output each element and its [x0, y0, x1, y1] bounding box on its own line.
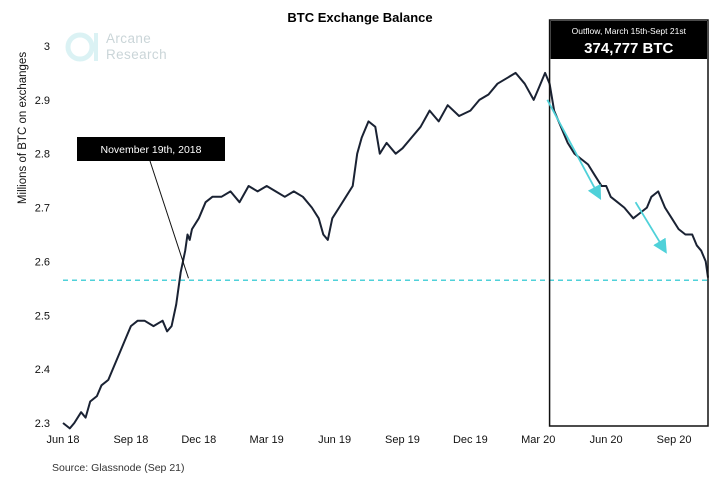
x-tick-label: Mar 19 [250, 434, 284, 446]
x-tick-label: Mar 20 [521, 434, 555, 446]
logo-line-2: Research [106, 47, 167, 62]
outflow-period-box [548, 19, 709, 427]
trend-arrow [634, 201, 667, 254]
outflow-label-box [550, 21, 707, 59]
outflow-value: 374,777 BTC [584, 40, 673, 57]
x-tick-label: Sep 19 [385, 434, 420, 446]
callout-leader-line [149, 160, 189, 279]
y-tick-label: 2.9 [35, 95, 50, 107]
y-tick-label: 2.7 [35, 203, 50, 215]
y-tick-label: 2.5 [35, 310, 50, 322]
x-tick-label: Jun 19 [318, 434, 351, 446]
chart-title: BTC Exchange Balance [287, 10, 432, 25]
y-tick-label: 2.6 [35, 256, 50, 268]
arcane-research-logo: Arcane Research [64, 28, 167, 66]
x-tick-label: Jun 18 [46, 434, 79, 446]
logo-line-1: Arcane [106, 31, 152, 46]
y-tick-label: 2.8 [35, 149, 50, 161]
x-tick-label: Dec 18 [181, 434, 216, 446]
x-tick-label: Sep 20 [657, 434, 692, 446]
series-line [62, 71, 709, 430]
x-tick-label: Dec 19 [453, 434, 488, 446]
x-tick-label: Sep 18 [113, 434, 148, 446]
x-tick-label: Jun 20 [590, 434, 623, 446]
y-axis-label: Millions of BTC on exchanges [17, 52, 29, 204]
arcane-logo-icon [65, 32, 98, 62]
trend-arrow [546, 99, 602, 200]
source-note: Source: Glassnode (Sep 21) [52, 462, 185, 474]
callout-text: November 19th, 2018 [101, 144, 202, 156]
y-tick-label: 2.3 [35, 418, 50, 430]
callout-box [77, 137, 225, 161]
y-tick-label: 3 [44, 41, 50, 53]
outflow-label: Outflow, March 15th-Sept 21st [572, 26, 687, 36]
y-tick-label: 2.4 [35, 364, 50, 376]
